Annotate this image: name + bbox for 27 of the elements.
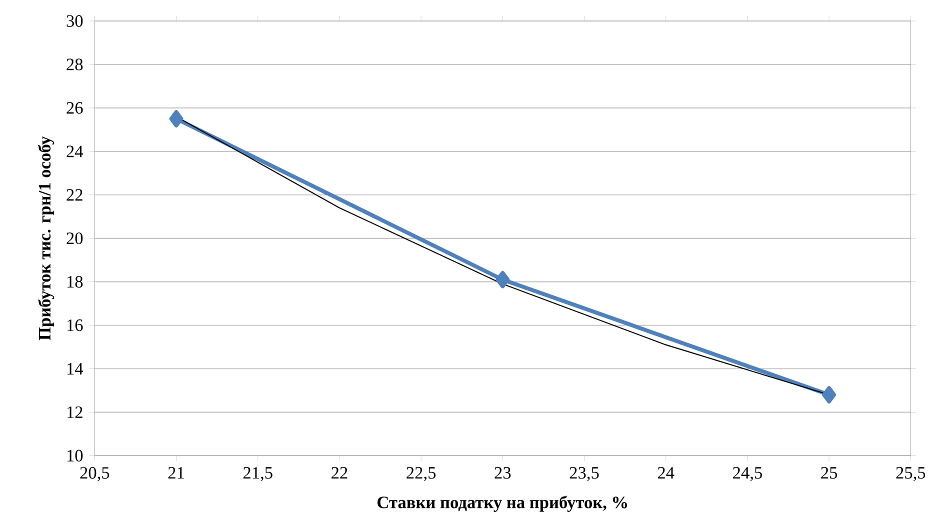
x-tick-label: 25,5 bbox=[896, 467, 926, 482]
y-tick-label: 18 bbox=[67, 276, 83, 288]
x-tick-label: 24 bbox=[658, 467, 674, 479]
point bbox=[822, 386, 836, 404]
y-tick-label: 12 bbox=[67, 406, 82, 418]
y-tick-label: 24 bbox=[66, 146, 84, 158]
x-tick-label: 23,5 bbox=[570, 467, 599, 482]
y-tick-label: 22 bbox=[66, 189, 82, 201]
y-tick-label: 14 bbox=[67, 363, 84, 374]
y-tick-label: 10 bbox=[67, 450, 83, 462]
x-tick-label: 25 bbox=[821, 467, 838, 479]
y-tick-label: 16 bbox=[67, 319, 83, 332]
x-tick-label: 22,5 bbox=[406, 467, 436, 482]
point bbox=[169, 110, 184, 128]
point bbox=[496, 270, 510, 288]
x-tick-label: 21 bbox=[168, 467, 184, 479]
y-tick-label: 20 bbox=[66, 232, 83, 244]
y-tick-label: 30 bbox=[66, 15, 83, 27]
x-tick-label: 20,5 bbox=[80, 467, 110, 482]
x-tick-label: 22 bbox=[332, 467, 348, 479]
x-tick-label: 21,5 bbox=[243, 467, 272, 482]
x-tick-label: 24,5 bbox=[733, 467, 762, 482]
y-axis-title: Прибуток тис. грн/1 особу bbox=[38, 136, 54, 340]
y-tick-label: 28 bbox=[66, 58, 83, 70]
x-axis-title: Ставки податку на прибуток, % bbox=[378, 496, 627, 512]
y-tick-label: 26 bbox=[66, 102, 83, 114]
x-tick-label: 23 bbox=[494, 467, 511, 479]
